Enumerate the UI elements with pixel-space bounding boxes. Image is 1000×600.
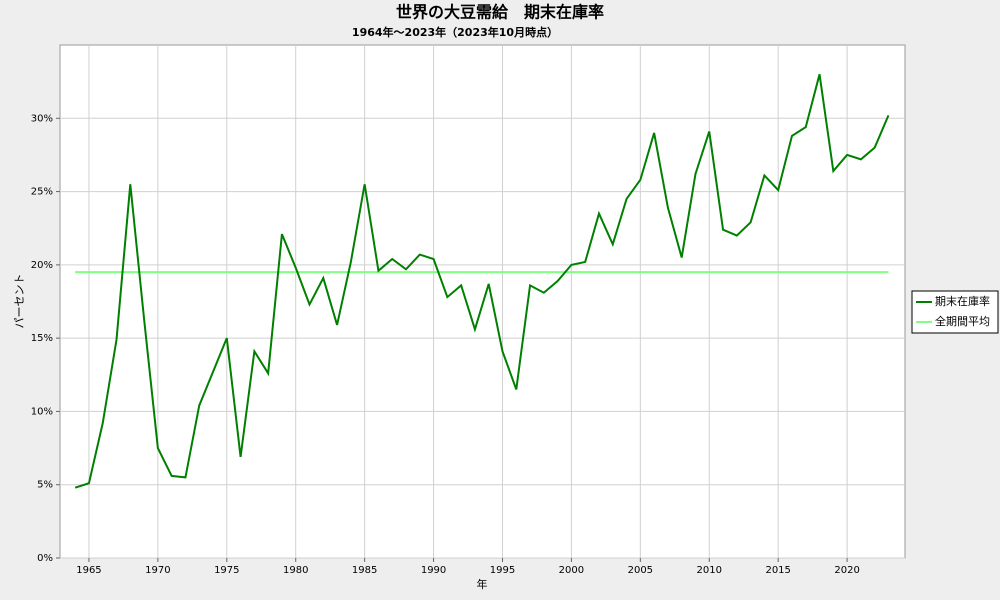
x-axis-label: 年 bbox=[477, 577, 488, 591]
y-tick-label: 0% bbox=[37, 553, 53, 564]
chart-subtitle: 1964年～2023年（2023年10月時点） bbox=[352, 25, 558, 39]
x-tick-label: 1975 bbox=[214, 565, 239, 576]
y-axis-label: パーセント bbox=[13, 274, 26, 329]
x-tick-label: 1985 bbox=[352, 565, 377, 576]
x-tick-label: 1965 bbox=[76, 565, 101, 576]
legend-box bbox=[911, 290, 999, 334]
y-tick-label: 5% bbox=[37, 480, 53, 491]
x-tick-label: 2020 bbox=[834, 565, 859, 576]
y-tick-label: 15% bbox=[31, 333, 53, 344]
x-tick-label: 2015 bbox=[765, 565, 790, 576]
y-tick-label: 20% bbox=[31, 260, 53, 271]
x-tick-label: 1980 bbox=[283, 565, 308, 576]
y-tick-label: 25% bbox=[31, 187, 53, 198]
y-tick-label: 10% bbox=[31, 406, 53, 417]
y-tick-label: 30% bbox=[31, 113, 53, 124]
x-tick-label: 2000 bbox=[559, 565, 584, 576]
x-tick-label: 1995 bbox=[490, 565, 515, 576]
legend-label: 期末在庫率 bbox=[935, 294, 990, 308]
chart-title: 世界の大豆需給 期末在庫率 bbox=[396, 3, 604, 22]
x-tick-label: 1970 bbox=[145, 565, 170, 576]
series-line bbox=[74, 74, 890, 489]
x-tick-label: 2010 bbox=[697, 565, 722, 576]
x-tick-label: 1990 bbox=[421, 565, 446, 576]
x-tick-label: 2005 bbox=[628, 565, 653, 576]
legend-label: 全期間平均 bbox=[935, 314, 990, 328]
